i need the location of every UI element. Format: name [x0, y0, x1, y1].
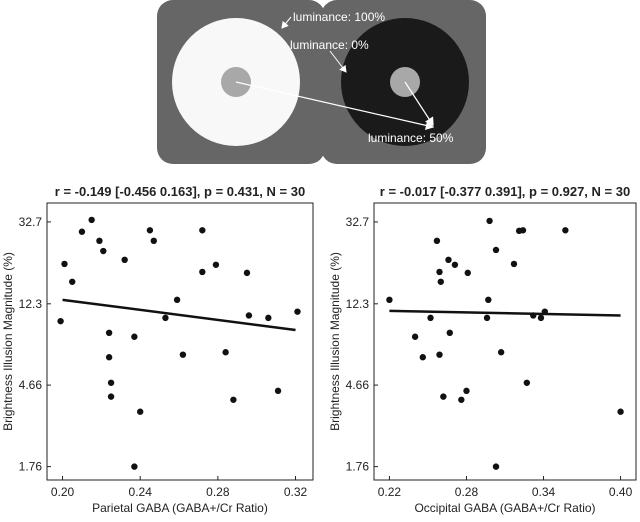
chart-title: r = -0.149 [-0.456 0.163], p = 0.431, N … — [55, 184, 305, 199]
plot-frame — [46, 202, 314, 481]
x-tick-label: 0.24 — [129, 485, 153, 499]
y-tick-label: 1.76 — [346, 460, 370, 474]
point — [617, 408, 624, 415]
x-tick-label: 0.32 — [284, 485, 308, 499]
x-tick-label: 0.28 — [455, 485, 479, 499]
point — [537, 314, 545, 322]
point — [96, 237, 103, 245]
point — [136, 408, 144, 415]
point — [485, 296, 492, 304]
point — [483, 314, 491, 322]
x-tick-label: 0.28 — [206, 485, 230, 499]
x-tick-label: 0.40 — [609, 485, 633, 499]
point — [222, 349, 229, 356]
point — [121, 256, 128, 264]
point — [440, 393, 447, 400]
y-tick-label: 32.7 — [346, 215, 370, 229]
annotation: luminance: 50% — [368, 131, 454, 145]
point — [519, 227, 527, 234]
point — [464, 269, 471, 277]
y-tick-label: 12.3 — [19, 297, 43, 311]
arrow — [235, 81, 435, 131]
y-axis-label: Brightness Illusion Magnitude (%) — [1, 252, 15, 431]
x-tick-label: 0.22 — [378, 485, 402, 499]
arrow — [329, 50, 347, 73]
point — [446, 329, 453, 337]
x-axis-label: Parietal GABA (GABA+/Cr Ratio) — [92, 501, 268, 515]
annotation: luminance: 0% — [290, 38, 369, 52]
y-tick-label: 32.7 — [19, 215, 43, 229]
point — [265, 314, 272, 322]
point — [179, 351, 187, 358]
stimulus-diagram: luminance: 100% luminance: 0% luminance:… — [157, 0, 486, 164]
point — [492, 463, 500, 470]
point — [294, 308, 301, 315]
point — [562, 227, 569, 234]
point — [451, 261, 459, 268]
point — [486, 217, 493, 225]
point — [162, 314, 169, 322]
point — [230, 396, 237, 403]
point — [131, 333, 138, 340]
point — [386, 296, 393, 304]
point — [69, 278, 76, 285]
point — [436, 268, 443, 276]
plot-frame — [373, 202, 637, 481]
point — [463, 387, 470, 395]
point — [437, 278, 444, 285]
fit-line — [389, 309, 621, 317]
point — [78, 228, 86, 235]
point — [146, 227, 154, 234]
point — [107, 393, 115, 400]
point — [131, 463, 138, 470]
point — [173, 296, 181, 304]
y-axis-label: Brightness Illusion Magnitude (%) — [328, 252, 342, 431]
x-tick-label: 0.20 — [51, 485, 75, 499]
point — [523, 379, 531, 386]
annotation: luminance: 100% — [293, 10, 385, 24]
point — [436, 351, 443, 358]
point — [411, 333, 419, 340]
y-tick-label: 12.3 — [346, 297, 370, 311]
point — [243, 269, 251, 277]
x-tick-label: 0.34 — [532, 485, 556, 499]
point — [245, 312, 253, 319]
y-tick-label: 4.66 — [19, 378, 43, 392]
point — [199, 227, 206, 234]
point — [105, 329, 113, 337]
arrow — [404, 81, 434, 127]
point — [510, 260, 518, 268]
point — [427, 314, 434, 322]
y-tick-label: 4.66 — [346, 378, 370, 392]
point — [419, 354, 427, 361]
point — [57, 317, 64, 325]
chart-title: r = -0.017 [-0.377 0.391], p = 0.927, N … — [380, 184, 630, 199]
point — [88, 216, 95, 224]
point — [100, 247, 107, 255]
point — [445, 256, 452, 264]
point — [107, 379, 115, 386]
point — [497, 349, 505, 356]
arrow — [281, 16, 292, 29]
y-tick-label: 1.76 — [19, 460, 43, 474]
x-axis-label: Occipital GABA (GABA+/Cr Ratio) — [414, 501, 595, 515]
fit-line — [62, 298, 296, 332]
point — [150, 237, 157, 245]
point — [212, 261, 220, 268]
point — [199, 268, 206, 276]
point — [274, 387, 282, 395]
point — [105, 354, 113, 361]
point — [433, 237, 441, 245]
point — [458, 396, 465, 403]
point — [492, 246, 500, 254]
point — [61, 260, 68, 268]
